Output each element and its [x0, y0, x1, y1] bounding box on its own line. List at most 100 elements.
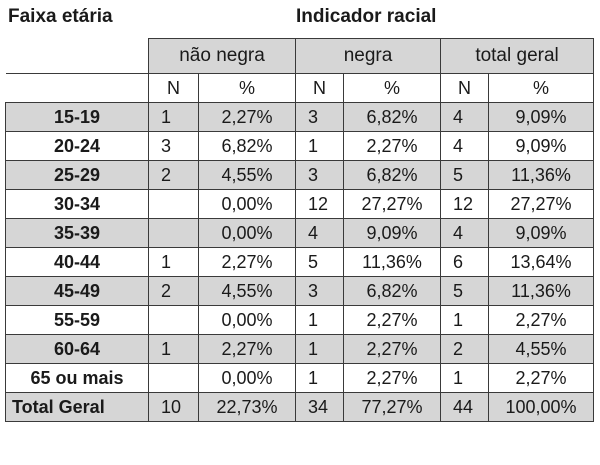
negra-n: 5 [295, 247, 345, 277]
total-n: 44 [440, 392, 490, 422]
nao-negra-n: 3 [148, 131, 199, 161]
total-pct: 2,27% [488, 363, 595, 393]
nao-negra-pct: 2,27% [197, 334, 297, 364]
empty-corner [5, 38, 149, 74]
total-pct: 11,36% [488, 276, 595, 306]
negra-pct: 2,27% [343, 305, 442, 335]
nao-negra-pct: 6,82% [197, 131, 297, 161]
nao-negra-n [148, 189, 199, 219]
nao-negra-n: 1 [148, 102, 199, 132]
col-n: N [148, 73, 199, 103]
negra-pct: 11,36% [343, 247, 442, 277]
col-pct: % [197, 73, 297, 103]
total-pct: 2,27% [488, 305, 595, 335]
nao-negra-pct: 2,27% [197, 102, 297, 132]
table-row: 25-29 2 4,55% 3 6,82% 5 11,36% [5, 160, 595, 190]
negra-n: 3 [295, 160, 345, 190]
group-total-geral: total geral [440, 38, 595, 74]
total-pct: 11,36% [488, 160, 595, 190]
row-label: 65 ou mais [5, 363, 149, 393]
total-n: 2 [440, 334, 490, 364]
col-pct: % [488, 73, 595, 103]
total-pct: 9,09% [488, 131, 595, 161]
total-n: 5 [440, 276, 490, 306]
row-header-title: Faixa etária [8, 6, 113, 27]
row-label: 25-29 [5, 160, 149, 190]
total-n: 4 [440, 102, 490, 132]
table-row: 15-19 1 2,27% 3 6,82% 4 9,09% [5, 102, 595, 132]
negra-pct: 27,27% [343, 189, 442, 219]
group-negra: negra [295, 38, 442, 74]
row-label: 60-64 [5, 334, 149, 364]
nao-negra-pct: 4,55% [197, 276, 297, 306]
nao-negra-pct: 0,00% [197, 189, 297, 219]
total-n: 4 [440, 131, 490, 161]
nao-negra-pct: 0,00% [197, 363, 297, 393]
nao-negra-n: 2 [148, 276, 199, 306]
negra-n: 12 [295, 189, 345, 219]
row-label: 40-44 [5, 247, 149, 277]
row-label: 20-24 [5, 131, 149, 161]
total-pct: 4,55% [488, 334, 595, 364]
group-nao-negra: não negra [147, 38, 297, 74]
total-n: 6 [440, 247, 490, 277]
table-row: 20-24 3 6,82% 1 2,27% 4 9,09% [5, 131, 595, 161]
table-row: 30-34 0,00% 12 27,27% 12 27,27% [5, 189, 595, 219]
group-header-row: não negra negra total geral [5, 38, 595, 74]
col-n: N [295, 73, 345, 103]
row-label: 35-39 [5, 218, 149, 248]
negra-n: 1 [295, 334, 345, 364]
row-label: 45-49 [5, 276, 149, 306]
nao-negra-n: 1 [148, 334, 199, 364]
total-pct: 27,27% [488, 189, 595, 219]
total-n: 4 [440, 218, 490, 248]
table-row: 40-44 1 2,27% 5 11,36% 6 13,64% [5, 247, 595, 277]
data-table: não negra negra total geral N % N % N % … [5, 38, 595, 422]
subheader-row: N % N % N % [5, 73, 595, 103]
negra-n: 1 [295, 305, 345, 335]
table-body: 15-19 1 2,27% 3 6,82% 4 9,09% 20-24 3 6,82% 1 2,27%… [5, 102, 595, 422]
nao-negra-n: 2 [148, 160, 199, 190]
negra-pct: 2,27% [343, 363, 442, 393]
table-row: 60-64 1 2,27% 1 2,27% 2 4,55% [5, 334, 595, 364]
nao-negra-n [148, 363, 199, 393]
negra-pct: 9,09% [343, 218, 442, 248]
total-n: 12 [440, 189, 490, 219]
nao-negra-n [148, 305, 199, 335]
row-label: 30-34 [5, 189, 149, 219]
negra-pct: 6,82% [343, 276, 442, 306]
table-row: 55-59 0,00% 1 2,27% 1 2,27% [5, 305, 595, 335]
negra-n: 1 [295, 363, 345, 393]
nao-negra-pct: 4,55% [197, 160, 297, 190]
total-n: 1 [440, 363, 490, 393]
total-n: 1 [440, 305, 490, 335]
negra-n: 34 [295, 392, 345, 422]
group-header-title: Indicador racial [296, 6, 437, 27]
total-pct: 9,09% [488, 218, 595, 248]
negra-n: 1 [295, 131, 345, 161]
negra-pct: 2,27% [343, 131, 442, 161]
negra-pct: 6,82% [343, 160, 442, 190]
row-label: 15-19 [5, 102, 149, 132]
row-label: 55-59 [5, 305, 149, 335]
nao-negra-pct: 0,00% [197, 218, 297, 248]
negra-pct: 2,27% [343, 334, 442, 364]
nao-negra-pct: 0,00% [197, 305, 297, 335]
table-row: 65 ou mais 0,00% 1 2,27% 1 2,27% [5, 363, 595, 393]
total-pct: 100,00% [488, 392, 595, 422]
table-row: 35-39 0,00% 4 9,09% 4 9,09% [5, 218, 595, 248]
nao-negra-n [148, 218, 199, 248]
total-n: 5 [440, 160, 490, 190]
negra-n: 4 [295, 218, 345, 248]
nao-negra-pct: 22,73% [197, 392, 297, 422]
empty-corner-sub [5, 73, 149, 103]
nao-negra-n: 1 [148, 247, 199, 277]
nao-negra-pct: 2,27% [197, 247, 297, 277]
negra-n: 3 [295, 276, 345, 306]
negra-n: 3 [295, 102, 345, 132]
row-label: Total Geral [5, 392, 149, 422]
total-pct: 9,09% [488, 102, 595, 132]
total-pct: 13,64% [488, 247, 595, 277]
col-n: N [440, 73, 490, 103]
